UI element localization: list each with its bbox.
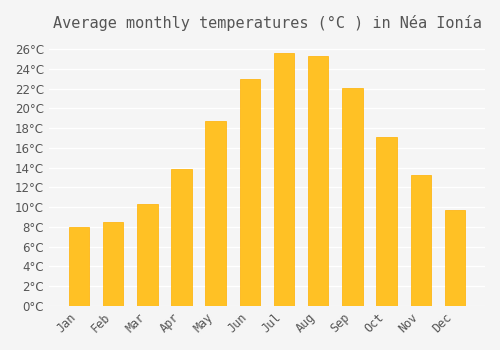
Bar: [444, 210, 465, 306]
Title: Average monthly temperatures (°C ) in Néa Ionía: Average monthly temperatures (°C ) in Né…: [52, 15, 482, 31]
Bar: [274, 53, 294, 306]
Bar: [410, 175, 431, 306]
Bar: [137, 204, 158, 306]
Bar: [240, 79, 260, 306]
Bar: [103, 222, 124, 306]
Bar: [308, 56, 328, 306]
Bar: [172, 168, 192, 306]
Bar: [69, 227, 89, 306]
Bar: [206, 121, 226, 306]
Bar: [342, 88, 362, 306]
Bar: [376, 137, 397, 306]
